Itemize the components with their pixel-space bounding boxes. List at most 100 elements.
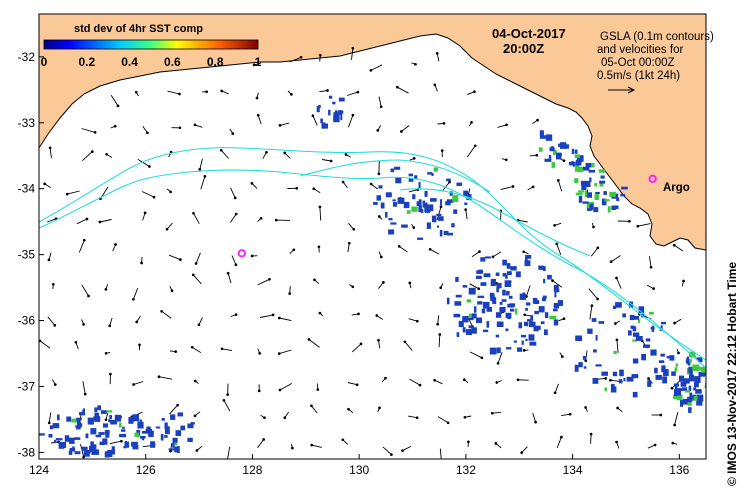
sst-patch: [164, 427, 170, 435]
velocity-arrow-head: [672, 243, 676, 247]
sst-patch: [534, 310, 539, 315]
velocity-arrow-head: [203, 175, 207, 178]
velocity-arrow: [39, 340, 51, 349]
sst-patch: [176, 446, 180, 453]
colorbar-ticks: 0 0.2 0.4 0.6 0.8 1: [41, 55, 262, 69]
sst-patch: [93, 416, 101, 421]
velocity-arrow-head: [226, 393, 230, 396]
sst-patch: [586, 204, 590, 209]
velocity-arrow-head: [478, 250, 481, 253]
velocity-arrow: [81, 151, 93, 162]
velocity-arrow-head: [226, 271, 230, 275]
sst-patch: [146, 426, 151, 432]
sst-patch: [520, 334, 527, 338]
velocity-arrow-head: [609, 378, 612, 382]
sst-patch: [79, 412, 86, 416]
velocity-arrow: [590, 247, 599, 257]
velocity-arrow-head: [252, 63, 256, 67]
sst-patch: [506, 263, 511, 269]
sst-patch: [594, 183, 598, 187]
velocity-arrow-head: [114, 243, 117, 246]
velocity-arrow-head: [292, 248, 296, 252]
sst-patch: [373, 202, 378, 205]
sst-patch: [704, 383, 706, 386]
sst-patch: [446, 232, 453, 236]
velocity-arrow-head: [400, 130, 403, 133]
sst-patch: [414, 175, 418, 179]
velocity-arrow-head: [347, 241, 351, 245]
sst-patch: [658, 360, 665, 363]
velocity-arrow-head: [341, 180, 345, 184]
sst-patch: [571, 148, 574, 155]
sst-patch: [687, 396, 693, 402]
sst-patch: [90, 441, 94, 447]
sst-patch: [685, 359, 689, 363]
velocity-arrow: [370, 64, 383, 71]
sst-patch: [612, 205, 619, 209]
sst-patch: [673, 395, 679, 400]
sst-patch: [704, 385, 706, 389]
velocity-arrow: [370, 183, 378, 190]
velocity-arrow: [351, 343, 362, 353]
velocity-arrow-head: [614, 322, 617, 325]
sst-patch: [637, 319, 641, 323]
velocity-arrow-head: [647, 377, 650, 380]
sst-patch: [111, 446, 115, 450]
sst-patch: [554, 289, 560, 293]
sst-patch: [575, 335, 583, 341]
velocity-arrow: [161, 310, 172, 319]
velocity-arrow: [221, 348, 233, 352]
sst-patch: [395, 177, 402, 184]
sst-patch: [508, 295, 513, 299]
sst-patch: [524, 260, 531, 267]
sst-patch: [168, 448, 175, 451]
sst-patch: [131, 441, 138, 447]
sst-patch: [673, 383, 679, 387]
velocity-arrow-head: [592, 225, 595, 229]
scale-arrow-icon: [608, 86, 636, 94]
sst-patch: [328, 109, 331, 116]
velocity-arrow: [141, 191, 155, 198]
velocity-arrow-head: [531, 185, 535, 189]
velocity-arrow-head: [87, 294, 90, 298]
sst-patch: [525, 338, 528, 341]
velocity-arrow-head: [415, 416, 419, 420]
velocity-arrow-head: [551, 279, 554, 282]
sst-patch: [480, 282, 487, 286]
velocity-arrow-head: [464, 208, 468, 211]
velocity-arrow-head: [347, 407, 350, 411]
velocity-arrow-head: [448, 180, 451, 184]
info-line-2: and velocities for: [597, 44, 683, 56]
sst-patch: [635, 336, 643, 341]
sst-patch: [595, 364, 602, 367]
sst-patch: [462, 327, 466, 333]
velocity-arrow-head: [378, 406, 381, 410]
velocity-arrow-head: [590, 304, 594, 307]
velocity-arrow: [137, 158, 150, 167]
sst-patch: [612, 305, 617, 309]
velocity-arrow: [308, 339, 320, 348]
sst-patch: [694, 376, 701, 383]
velocity-arrow: [49, 147, 52, 159]
velocity-arrow: [590, 434, 592, 444]
velocity-arrow: [220, 149, 230, 159]
velocity-arrow: [532, 412, 537, 423]
sst-patch: [688, 407, 692, 413]
sst-patch: [98, 432, 105, 435]
sst-patch: [538, 306, 545, 313]
velocity-arrow-head: [82, 238, 86, 242]
sst-patch: [338, 110, 342, 115]
sst-patch: [674, 367, 678, 372]
velocity-arrow-head: [535, 153, 539, 157]
credit-text: © IMOS 13-Nov-2017 22:12 Hobart Time: [725, 262, 739, 486]
sst-patch: [525, 257, 528, 262]
sst-patch: [477, 269, 483, 273]
sst-patch: [160, 434, 164, 441]
sst-patch: [506, 271, 512, 275]
velocity-arrow-head: [178, 92, 181, 96]
velocity-arrow: [109, 317, 113, 326]
sst-patch: [418, 205, 422, 212]
velocity-arrow-head: [463, 415, 467, 419]
velocity-arrow-head: [369, 182, 373, 186]
sst-patch: [97, 405, 101, 411]
